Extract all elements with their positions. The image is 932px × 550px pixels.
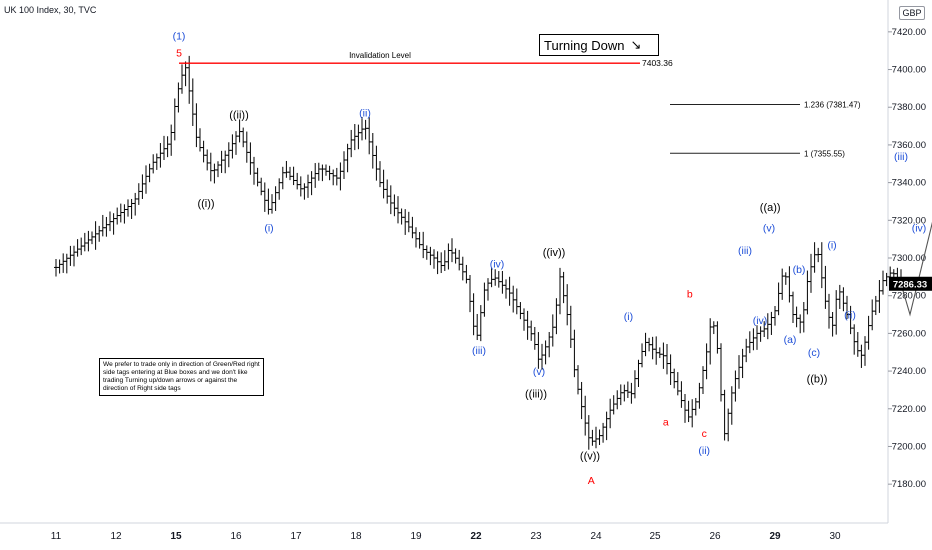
x-tick-label: 15 — [170, 531, 182, 542]
invalidation-value: 7403.36 — [642, 58, 673, 68]
y-tick-label: 7260.00 — [892, 328, 926, 339]
y-tick-label: 7400.00 — [892, 65, 926, 76]
y-tick-label: 7200.00 — [892, 441, 926, 452]
wave-label: (ii) — [359, 108, 371, 120]
y-tick-label: 7180.00 — [892, 479, 926, 490]
y-tick-label: 7300.00 — [892, 253, 926, 264]
y-tick-label: 7420.00 — [892, 27, 926, 38]
wave-label: (iii) — [472, 345, 486, 357]
x-tick-label: 18 — [350, 531, 362, 542]
wave-label: (c) — [808, 347, 820, 359]
y-tick-label: 7320.00 — [892, 215, 926, 226]
x-tick-label: 22 — [470, 531, 482, 542]
last-price-tag — [889, 276, 932, 291]
x-tick-label: 25 — [649, 531, 661, 542]
wave-label: a — [663, 417, 669, 429]
currency-badge[interactable]: GBP — [899, 6, 925, 20]
x-tick-label: 30 — [829, 531, 841, 542]
wave-label: (v) — [533, 366, 545, 378]
turning-down-label: Turning Down — [544, 37, 625, 53]
wave-label: (iv) — [490, 258, 505, 270]
x-tick-label: 23 — [530, 531, 542, 542]
wave-label: 5 — [176, 47, 182, 59]
y-tick-label: 7280.00 — [892, 291, 926, 302]
x-tick-label: 12 — [110, 531, 122, 542]
strategy-note: We prefer to trade only in direction of … — [99, 358, 264, 396]
wave-label: ((iii)) — [525, 388, 547, 400]
y-tick-label: 7360.00 — [892, 140, 926, 151]
wave-label: ((v)) — [580, 451, 600, 463]
last-price-label: 7286.33 — [893, 279, 927, 290]
x-tick-label: 17 — [290, 531, 302, 542]
wave-label: (i) — [624, 311, 633, 323]
wave-label: (b) — [793, 264, 806, 276]
wave-label: ((iv)) — [543, 247, 566, 259]
arrow-down-right-icon: ↘ — [630, 37, 642, 52]
wave-label: (i) — [827, 240, 836, 252]
wave-label: b — [687, 289, 693, 301]
x-tick-label: 24 — [590, 531, 602, 542]
y-tick-label: 7340.00 — [892, 178, 926, 189]
wave-label: ((a)) — [760, 202, 781, 214]
wave-label: (iv) — [912, 223, 927, 235]
fib-level-label: 1 (7355.55) — [804, 149, 845, 158]
wave-label: (1) — [173, 30, 186, 42]
wave-label: (iii) — [894, 151, 908, 163]
y-tick-label: 7240.00 — [892, 366, 926, 377]
wave-label: ((ii)) — [229, 110, 249, 122]
wave-label: (v) — [763, 223, 775, 235]
turning-down-badge: Turning Down ↘ — [539, 34, 659, 56]
projection-path — [900, 221, 932, 317]
wave-label: (iii) — [738, 245, 752, 257]
wave-label: A — [588, 475, 595, 487]
wave-label: (a) — [784, 334, 797, 346]
x-tick-label: 16 — [230, 531, 242, 542]
wave-label: ((i)) — [197, 198, 214, 210]
y-tick-label: 7220.00 — [892, 404, 926, 415]
x-tick-label: 29 — [769, 531, 781, 542]
fib-level-label: 1.236 (7381.47) — [804, 100, 861, 109]
wave-label: (ii) — [698, 445, 710, 457]
y-tick-label: 7380.00 — [892, 102, 926, 113]
chart-symbol-title: UK 100 Index, 30, TVC — [4, 5, 97, 15]
x-tick-label: 26 — [709, 531, 721, 542]
x-tick-label: 11 — [51, 531, 62, 542]
wave-label: (iv) — [753, 315, 768, 327]
wave-label: (ii) — [844, 309, 856, 321]
wave-label: ((b)) — [807, 373, 828, 385]
invalidation-label: Invalidation Level — [349, 51, 411, 60]
wave-label: c — [702, 428, 707, 440]
x-tick-label: 19 — [410, 531, 422, 542]
wave-label: (i) — [264, 223, 273, 235]
